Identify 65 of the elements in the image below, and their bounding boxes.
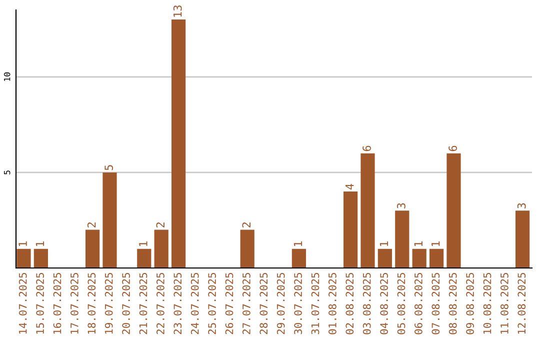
data-label: 3: [396, 203, 406, 208]
x-tick-label: 04.08.2025: [380, 273, 388, 334]
bar: [154, 230, 168, 268]
x-tick-label: 19.07.2025: [104, 273, 113, 334]
x-tick-label: 14.07.2025: [18, 273, 27, 334]
data-label: 1: [294, 241, 302, 246]
data-label: 1: [139, 241, 148, 246]
data-label: 1: [432, 241, 440, 246]
bar: [429, 248, 444, 268]
x-tick-label: 08.08.2025: [448, 273, 457, 334]
bar: [137, 248, 152, 268]
x-tick-label: 16.07.2025: [53, 273, 62, 334]
data-label: 2: [156, 222, 164, 228]
data-label: 13: [173, 5, 182, 17]
x-tick-label: 30.07.2025: [294, 273, 302, 334]
x-tick-label: 11.08.2025: [500, 273, 508, 334]
x-tick-label: 06.08.2025: [414, 273, 422, 334]
x-tick-label: 29.07.2025: [276, 273, 285, 334]
x-tick-label: 09.08.2025: [466, 273, 474, 334]
data-label: 2: [242, 222, 250, 228]
bar: [16, 248, 31, 268]
data-label: 2: [87, 222, 96, 228]
bar: [343, 192, 358, 268]
bar: [515, 210, 530, 268]
x-tick-label: 23.07.2025: [174, 273, 182, 334]
x-tick-label: 28.07.2025: [260, 273, 268, 334]
x-tick-label: 21.07.2025: [139, 273, 148, 334]
x-tick-label: 22.07.2025: [156, 273, 164, 334]
x-tick-label: 15.07.2025: [36, 273, 44, 334]
x-tick-label: 26.07.2025: [225, 273, 234, 334]
data-label: 1: [18, 241, 27, 246]
data-label: 1: [414, 241, 422, 246]
x-tick-label: 12.08.2025: [518, 273, 526, 334]
bar: [240, 230, 254, 268]
bar: [446, 153, 461, 268]
data-label: 1: [36, 241, 44, 246]
x-tick-label: 07.08.2025: [432, 273, 440, 334]
data-label: 1: [380, 241, 388, 246]
bar: [85, 230, 100, 268]
x-tick-label: 01.08.2025: [328, 273, 336, 334]
data-label: 5: [104, 165, 113, 170]
bar: [102, 172, 117, 268]
x-tick-label: 31.07.2025: [311, 273, 320, 334]
bar: [395, 210, 410, 268]
bar: [412, 248, 426, 268]
x-tick-label: 02.08.2025: [346, 273, 354, 334]
x-tick-label: 24.07.2025: [190, 273, 199, 334]
x-tick-label: 03.08.2025: [362, 273, 371, 334]
x-tick-label: 10.08.2025: [483, 273, 492, 334]
bar: [292, 248, 306, 268]
bar: [34, 248, 48, 268]
data-label: 3: [517, 203, 526, 208]
x-tick-label: 20.07.2025: [122, 273, 130, 334]
data-label: 4: [346, 184, 354, 190]
bar: [360, 153, 375, 268]
x-tick-label: 18.07.2025: [88, 273, 96, 334]
bar: [378, 248, 392, 268]
x-tick-label: 05.08.2025: [397, 273, 406, 334]
bar: [171, 20, 186, 268]
data-label: 6: [362, 146, 371, 152]
y-tick-label: 10: [4, 72, 10, 81]
data-label: 6: [448, 146, 457, 152]
x-tick-label: 27.07.2025: [242, 273, 250, 334]
x-tick-label: 25.07.2025: [208, 273, 216, 334]
x-tick-label: 17.07.2025: [70, 273, 78, 334]
